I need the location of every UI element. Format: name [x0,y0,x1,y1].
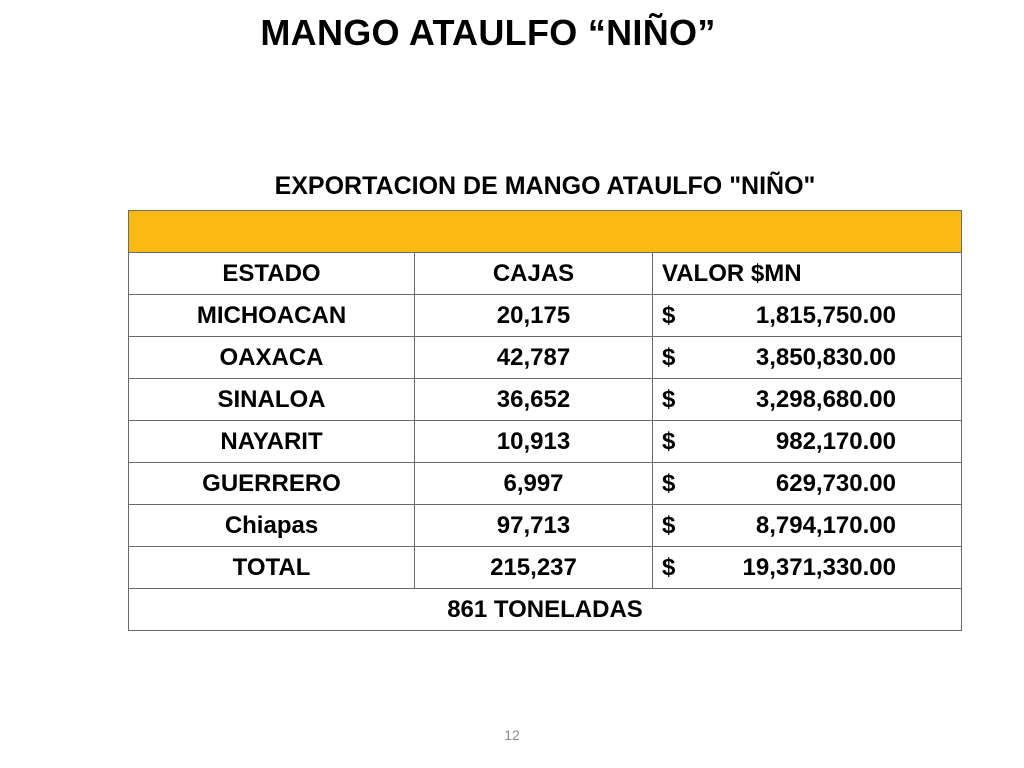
row-valor-amount: 3,850,830.00 [755,344,896,371]
total-valor: $19,371,330.00 [651,546,963,589]
table-color-band-cell [127,210,963,253]
table-caption: EXPORTACION DE MANGO ATAULFO "NIÑO" [274,172,816,200]
currency-sign: $ [662,512,676,539]
currency-sign: $ [662,470,676,497]
currency-sign: $ [662,428,676,455]
row-estado: OAXACA [128,336,415,379]
row-valor: $629,730.00 [651,462,963,505]
table-total-row: TOTAL 215,237 $19,371,330.00 [128,546,963,589]
row-cajas: 36,652 [414,378,653,421]
row-valor-amount: 1,815,750.00 [755,302,896,329]
table-footer: 861 TONELADAS [127,588,963,631]
total-valor-amount: 19,371,330.00 [742,554,896,581]
table-row: NAYARIT 10,913 $982,170.00 [128,420,963,463]
row-valor-amount: 8,794,170.00 [755,512,896,539]
slide-title: MANGO ATAULFO “NIÑO” [260,12,716,53]
row-cajas: 20,175 [414,294,653,337]
table-header-row: ESTADO CAJAS VALOR $MN [128,252,963,295]
table-footer-row: 861 TONELADAS [127,588,963,631]
total-cajas: 215,237 [414,546,653,589]
currency-sign: $ [662,302,676,329]
export-table: ESTADO CAJAS VALOR $MN MICHOACAN 20,175 … [127,210,963,631]
currency-sign: $ [662,344,676,371]
row-valor: $3,298,680.00 [651,378,963,421]
row-valor-amount: 629,730.00 [775,470,896,497]
row-estado: NAYARIT [128,420,415,463]
row-valor: $982,170.00 [651,420,963,463]
header-valor: VALOR $MN [651,252,963,295]
currency-sign: $ [662,554,676,581]
table-row: OAXACA 42,787 $3,850,830.00 [128,336,963,379]
table-row: Chiapas 97,713 $8,794,170.00 [128,504,963,547]
total-label: TOTAL [128,546,415,589]
header-estado: ESTADO [128,252,415,295]
row-estado: Chiapas [128,504,415,547]
table-color-band [127,210,963,253]
row-cajas: 97,713 [414,504,653,547]
table-row: GUERRERO 6,997 $629,730.00 [128,462,963,505]
table-row: MICHOACAN 20,175 $1,815,750.00 [128,294,963,337]
table-row: SINALOA 36,652 $3,298,680.00 [128,378,963,421]
row-estado: SINALOA [128,378,415,421]
page-number: 12 [504,727,520,743]
row-valor: $1,815,750.00 [651,294,963,337]
row-valor: $8,794,170.00 [651,504,963,547]
row-estado: GUERRERO [128,462,415,505]
row-valor: $3,850,830.00 [651,336,963,379]
row-cajas: 42,787 [414,336,653,379]
row-valor-amount: 982,170.00 [775,428,896,455]
currency-sign: $ [662,386,676,413]
row-cajas: 6,997 [414,462,653,505]
header-cajas: CAJAS [414,252,653,295]
row-estado: MICHOACAN [128,294,415,337]
row-valor-amount: 3,298,680.00 [755,386,896,413]
row-cajas: 10,913 [414,420,653,463]
